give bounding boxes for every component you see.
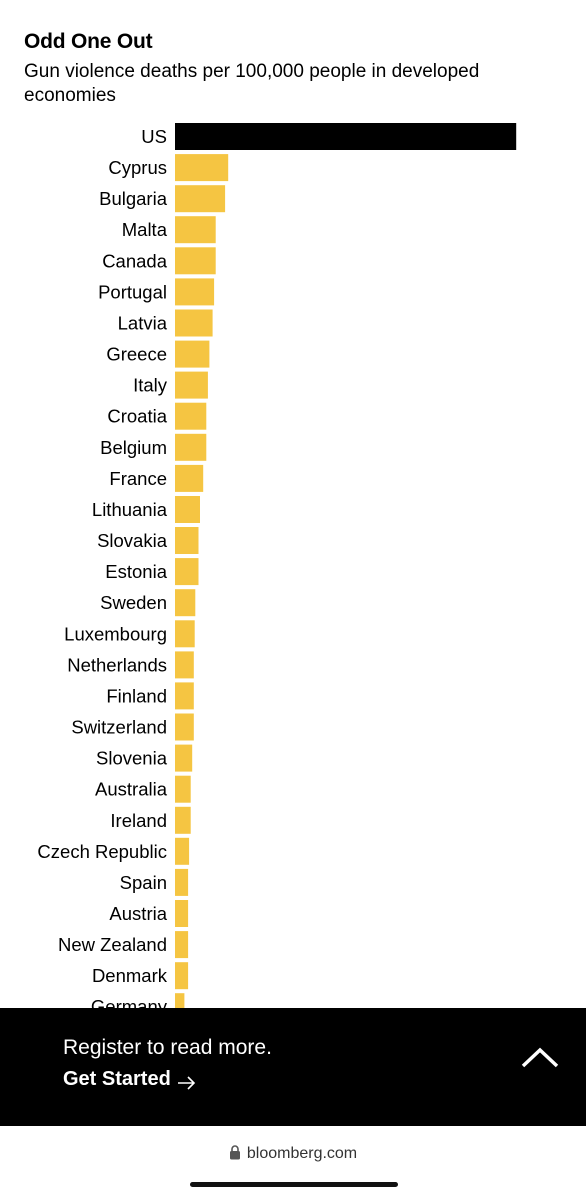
category-label-denmark: Denmark	[92, 965, 168, 986]
category-label-germany: Germany	[91, 996, 168, 1008]
category-label-new-zealand: New Zealand	[58, 934, 167, 955]
bar-estonia	[175, 558, 199, 586]
get-started-label: Get Started	[63, 1068, 171, 1090]
category-label-ireland: Ireland	[110, 810, 167, 831]
bar-netherlands	[175, 651, 194, 679]
arrow-right-icon	[177, 1075, 195, 1090]
category-label-switzerland: Switzerland	[71, 717, 167, 738]
category-label-slovenia: Slovenia	[96, 748, 168, 769]
register-text: Register to read more.	[63, 1036, 272, 1059]
bar-greece	[175, 340, 210, 368]
url-display[interactable]: bloomberg.com	[0, 1145, 586, 1163]
category-label-canada: Canada	[102, 250, 168, 271]
bar-italy	[175, 371, 208, 399]
category-label-italy: Italy	[133, 375, 168, 396]
chart-title: Odd One Out	[24, 30, 153, 53]
bar-sweden	[175, 589, 196, 617]
bar-australia	[175, 775, 191, 803]
url-text: bloomberg.com	[246, 1145, 358, 1162]
category-label-luxembourg: Luxembourg	[64, 623, 167, 644]
category-label-australia: Australia	[95, 779, 168, 800]
bar-czech-republic	[175, 837, 190, 865]
bar-france	[175, 464, 204, 492]
browser-url-bar: bloomberg.com	[0, 1126, 586, 1200]
category-label-sweden: Sweden	[100, 592, 167, 613]
category-label-latvia: Latvia	[118, 313, 168, 334]
category-label-bulgaria: Bulgaria	[99, 188, 168, 209]
bar-croatia	[175, 402, 207, 430]
chevron-up-icon[interactable]	[520, 1046, 560, 1070]
category-label-czech-republic: Czech Republic	[37, 841, 167, 862]
category-label-finland: Finland	[106, 685, 167, 706]
bar-finland	[175, 682, 194, 710]
bar-luxembourg	[175, 620, 195, 648]
category-label-austria: Austria	[109, 903, 167, 924]
category-label-us: US	[141, 126, 167, 147]
category-label-france: France	[109, 468, 167, 489]
category-label-greece: Greece	[106, 344, 167, 365]
bar-chart: US Cyprus Bulgaria Malta Canada Portugal Latvi…	[37, 123, 517, 1008]
bar-bulgaria	[175, 185, 226, 213]
bar-austria	[175, 900, 189, 927]
category-label-estonia: Estonia	[105, 561, 167, 582]
category-label-cyprus: Cyprus	[108, 157, 167, 178]
home-indicator	[190, 1182, 398, 1187]
register-banner: Register to read more. Get Started	[0, 1008, 586, 1126]
bar-cyprus	[175, 154, 229, 182]
get-started-button[interactable]: Get Started	[63, 1068, 197, 1091]
bar-denmark	[175, 962, 189, 990]
bar-belgium	[175, 433, 207, 461]
bar-slovenia	[175, 744, 193, 772]
category-label-portugal: Portugal	[98, 281, 167, 302]
bar-spain	[175, 868, 189, 896]
category-label-slovakia: Slovakia	[97, 530, 168, 551]
bar-lithuania	[175, 496, 200, 523]
chart-subtitle: Gun violence deaths per 100,000 people i…	[24, 61, 480, 106]
lock-icon	[229, 1145, 240, 1160]
category-label-croatia: Croatia	[107, 406, 167, 427]
bar-us	[175, 123, 517, 150]
category-label-belgium: Belgium	[100, 437, 167, 458]
bar-portugal	[175, 278, 215, 306]
category-label-netherlands: Netherlands	[67, 654, 167, 675]
bar-slovakia	[175, 527, 199, 554]
category-label-lithuania: Lithuania	[92, 499, 168, 520]
bar-new-zealand	[175, 931, 189, 959]
bar-switzerland	[175, 713, 194, 741]
bar-canada	[175, 247, 216, 275]
category-label-spain: Spain	[120, 872, 167, 893]
bar-germany	[175, 993, 185, 1008]
bar-ireland	[175, 806, 191, 834]
bar-latvia	[175, 309, 213, 337]
category-label-malta: Malta	[122, 219, 168, 240]
bar-malta	[175, 216, 216, 244]
